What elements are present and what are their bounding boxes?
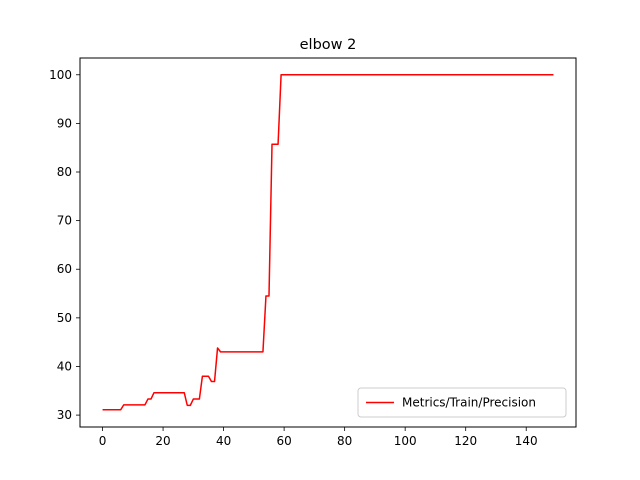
x-tick-label: 20 bbox=[155, 434, 170, 448]
x-tick-label: 140 bbox=[515, 434, 538, 448]
y-tick-label: 80 bbox=[57, 165, 72, 179]
legend-box bbox=[357, 387, 567, 418]
plot-area bbox=[102, 74, 554, 411]
x-tick-label: 0 bbox=[99, 434, 107, 448]
axes-frame bbox=[79, 57, 577, 428]
y-tick-label: 70 bbox=[57, 214, 72, 228]
x-tick-label: 120 bbox=[454, 434, 477, 448]
y-tick-label: 50 bbox=[57, 311, 72, 325]
y-tick-label: 40 bbox=[57, 359, 72, 373]
x-axis: 0 20 40 60 80 100 120 140 bbox=[99, 427, 538, 448]
chart-title: elbow 2 bbox=[300, 37, 357, 53]
legend-label: Metrics/Train/Precision bbox=[402, 396, 536, 410]
y-tick-label: 100 bbox=[49, 68, 72, 82]
y-tick-label: 60 bbox=[57, 262, 72, 276]
x-tick-label: 80 bbox=[337, 434, 352, 448]
y-tick-label: 90 bbox=[57, 116, 72, 130]
legend: Metrics/Train/Precision bbox=[357, 387, 567, 418]
series-line bbox=[102, 74, 554, 411]
y-tick-label: 30 bbox=[57, 408, 72, 422]
x-tick-label: 100 bbox=[394, 434, 417, 448]
x-tick-label: 40 bbox=[216, 434, 231, 448]
y-axis: 30 40 50 60 70 80 90 100 bbox=[49, 68, 80, 422]
x-tick-label: 60 bbox=[276, 434, 291, 448]
